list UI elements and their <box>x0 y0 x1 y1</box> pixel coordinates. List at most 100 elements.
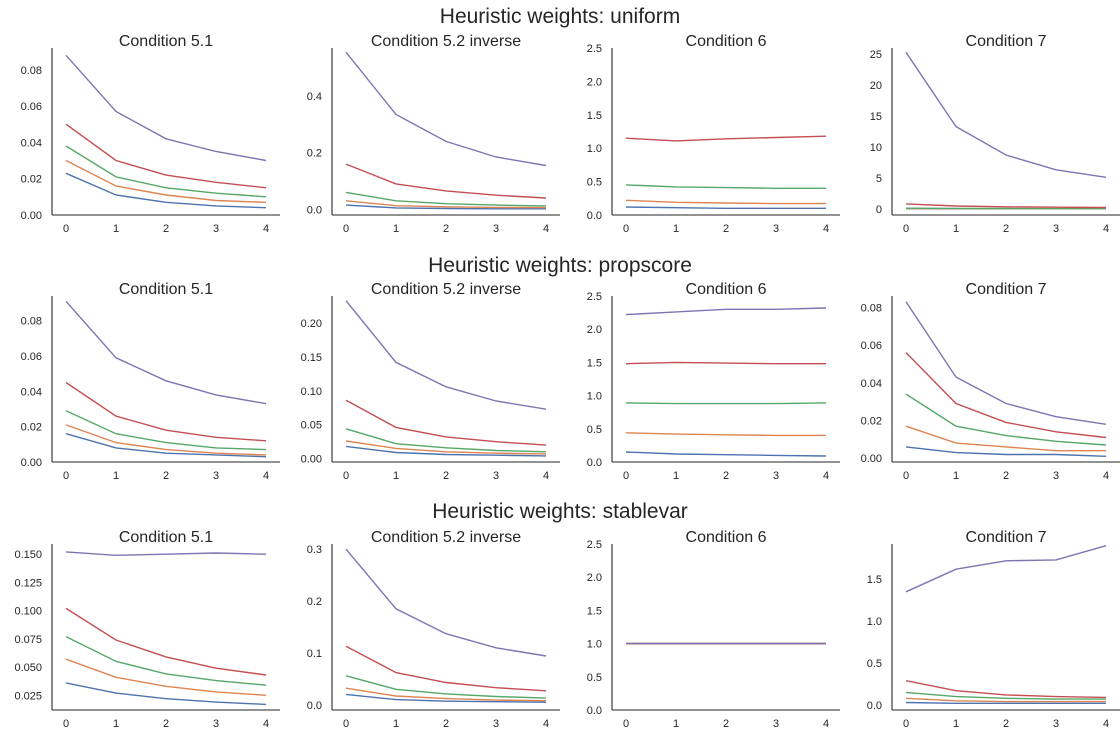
y-tick-label: 0.150 <box>14 549 42 561</box>
x-tick-label: 0 <box>63 223 69 235</box>
subplot-12: Condition 7 0 1 2 3 4 0.0 0.5 1.0 1.5 <box>867 529 1120 730</box>
y-tick-label: 0.100 <box>14 606 42 618</box>
x-tick-label: 4 <box>543 223 549 235</box>
subplot-title: Condition 7 <box>966 529 1047 546</box>
y-tick-label: 0.05 <box>301 420 322 432</box>
series-line-5 <box>65 54 267 162</box>
series-line-4 <box>65 607 267 676</box>
y-tick-label: 15 <box>870 111 882 123</box>
y-tick-label: 0.15 <box>301 352 322 364</box>
x-tick-label: 0 <box>623 718 629 730</box>
subplot-title: Condition 6 <box>686 529 767 546</box>
series-line-2 <box>65 658 267 696</box>
series-line-1 <box>905 701 1106 704</box>
y-tick-label: 0.0 <box>867 700 882 712</box>
y-tick-label: 0.025 <box>14 690 42 702</box>
y-tick-label: 1.5 <box>867 574 882 586</box>
y-tick-label: 2.0 <box>587 76 602 88</box>
y-tick-label: 2.5 <box>587 539 602 551</box>
x-tick-label: 0 <box>623 470 629 482</box>
y-tick-label: 0.04 <box>861 378 882 390</box>
y-tick-label: 0.5 <box>587 177 602 189</box>
x-tick-label: 4 <box>263 223 269 235</box>
series-line-4 <box>905 352 1107 439</box>
x-tick-label: 1 <box>393 470 399 482</box>
series-line-3 <box>65 145 267 198</box>
y-tick-label: 0.5 <box>867 658 882 670</box>
subplot-9: Condition 5.1 0 1 2 3 4 0.025 0.050 0.075 0.100 0.… <box>14 529 280 730</box>
x-tick-label: 0 <box>903 470 909 482</box>
x-tick-label: 3 <box>493 718 499 730</box>
subplot-4: Condition 7 0 1 2 3 4 0 5 10 15 20 25 <box>870 33 1120 235</box>
series-line-1 <box>345 693 547 703</box>
y-tick-label: 0.0 <box>307 204 322 216</box>
series-line-4 <box>65 123 267 189</box>
x-tick-label: 1 <box>673 718 679 730</box>
x-tick-label: 3 <box>773 223 779 235</box>
series-line-3 <box>345 428 547 453</box>
y-tick-label: 0.20 <box>301 318 322 330</box>
y-tick-label: 0.02 <box>21 422 42 434</box>
x-tick-label: 2 <box>1003 223 1009 235</box>
y-tick-label: 0.5 <box>587 672 602 684</box>
y-tick-label: 1.0 <box>867 616 882 628</box>
series-line-4 <box>345 163 547 199</box>
subplot-1: Condition 5.1 0 1 2 3 4 0.00 0.02 0.04 0.06 0.08 <box>21 33 280 235</box>
subplot-title: Condition 5.1 <box>119 529 213 546</box>
series-line-5 <box>905 545 1107 593</box>
y-tick-label: 0.06 <box>21 351 42 363</box>
y-tick-label: 0.0 <box>307 700 322 712</box>
y-tick-label: 0.0 <box>587 457 602 469</box>
x-tick-label: 2 <box>443 470 449 482</box>
x-tick-label: 2 <box>443 718 449 730</box>
x-tick-label: 0 <box>343 470 349 482</box>
y-tick-label: 0.3 <box>307 544 322 556</box>
x-tick-label: 0 <box>343 223 349 235</box>
y-tick-label: 0.2 <box>307 596 322 608</box>
x-tick-label: 2 <box>443 223 449 235</box>
x-tick-label: 1 <box>673 470 679 482</box>
x-tick-label: 0 <box>343 718 349 730</box>
series-line-5 <box>905 301 1107 425</box>
x-tick-label: 0 <box>63 718 69 730</box>
y-tick-label: 0.02 <box>861 416 882 428</box>
x-tick-label: 1 <box>953 470 959 482</box>
series-line-2 <box>625 432 826 437</box>
x-tick-label: 4 <box>1103 718 1109 730</box>
x-tick-label: 3 <box>213 223 219 235</box>
series-line-1 <box>65 682 267 706</box>
subplot-title: Condition 5.2 inverse <box>371 33 521 50</box>
subplot-10: Condition 5.2 inverse 0 1 2 3 4 0.0 0.1 0.2 0.3 <box>307 529 560 730</box>
series-line-3 <box>625 184 826 190</box>
subplot-2: Condition 5.2 inverse 0 1 2 3 4 0.0 0.2 0.4 <box>307 33 560 235</box>
x-tick-label: 1 <box>113 223 119 235</box>
y-tick-label: 0.125 <box>14 577 42 589</box>
series-line-2 <box>625 199 826 205</box>
y-tick-label: 1.0 <box>587 143 602 155</box>
x-tick-label: 3 <box>493 223 499 235</box>
series-line-4 <box>625 361 826 365</box>
x-tick-label: 0 <box>903 223 909 235</box>
y-tick-label: 0.0 <box>587 705 602 717</box>
series-line-2 <box>905 697 1106 703</box>
row-title-stablevar: Heuristic weights: stablevar <box>432 500 688 523</box>
y-tick-label: 0.5 <box>587 424 602 436</box>
row-title-uniform: Heuristic weights: uniform <box>439 5 681 28</box>
y-tick-label: 0.1 <box>307 648 322 660</box>
x-tick-label: 3 <box>773 470 779 482</box>
series-line-5 <box>345 300 547 410</box>
subplot-11: Condition 6 0 1 2 3 4 0.0 0.5 1.0 1.5 2.0 2.5 <box>587 529 840 730</box>
x-tick-label: 4 <box>263 470 269 482</box>
series-line-1 <box>625 451 827 457</box>
x-tick-label: 3 <box>773 718 779 730</box>
series-line-1 <box>905 446 1107 457</box>
y-tick-label: 2.5 <box>587 291 602 303</box>
series-line-1 <box>625 206 826 210</box>
x-tick-label: 4 <box>823 223 829 235</box>
y-tick-label: 2.5 <box>587 43 602 55</box>
x-tick-label: 4 <box>823 470 829 482</box>
y-tick-label: 0 <box>876 204 882 216</box>
series-line-5 <box>345 548 547 657</box>
